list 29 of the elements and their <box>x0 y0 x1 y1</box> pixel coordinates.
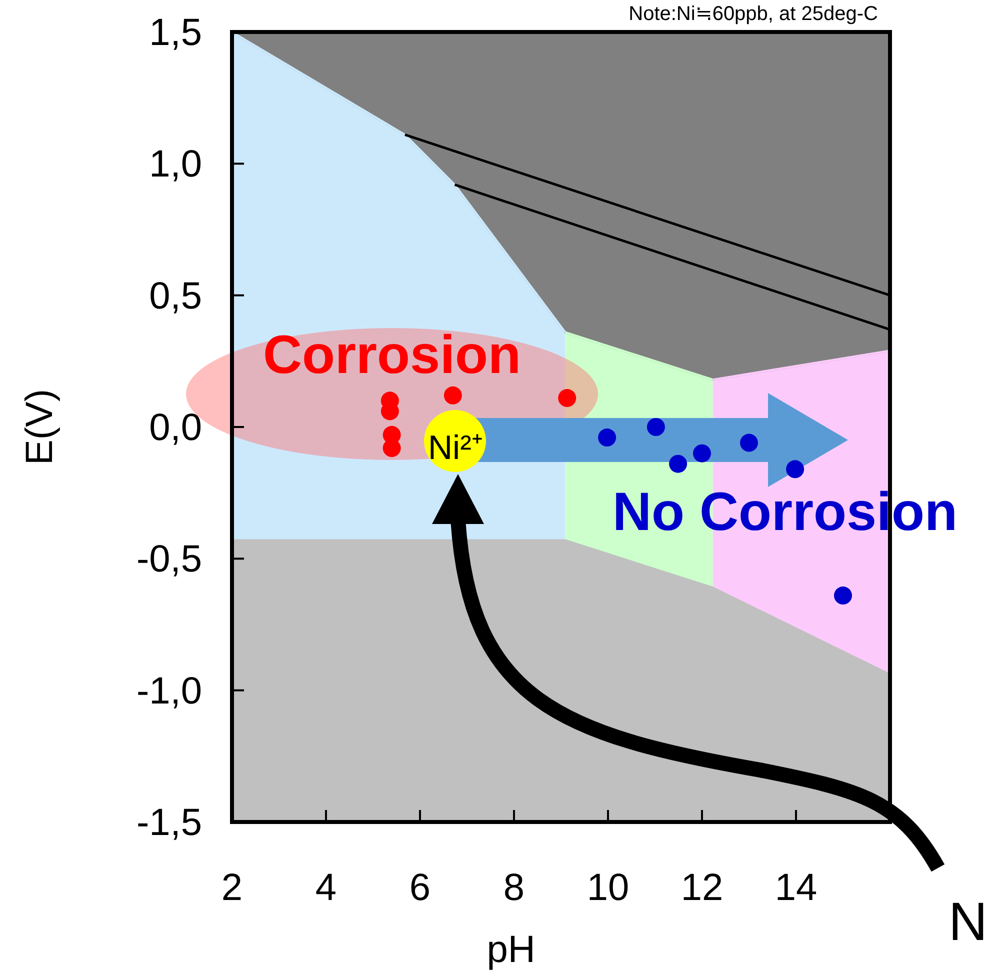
x-tick-label: 8 <box>503 867 525 909</box>
y-tick-label: -1,5 <box>136 802 202 844</box>
x-tick-label: 10 <box>586 867 630 909</box>
point <box>693 444 711 462</box>
point <box>646 418 665 436</box>
annotation: Ni²⁺ <box>428 429 482 467</box>
x-tick-label: 2 <box>221 867 243 909</box>
y-axis-title: E(V) <box>19 389 61 465</box>
x-axis-title: pH <box>486 929 536 971</box>
x-tick-label: 6 <box>409 867 431 909</box>
x-tick-label: 14 <box>774 867 818 909</box>
point <box>598 428 616 447</box>
text: Note:Ni≒60ppb, at 25deg-C <box>628 3 878 25</box>
x-tick-label: 4 <box>315 867 337 909</box>
y-tick-label: 1,0 <box>149 144 202 186</box>
point <box>444 386 462 404</box>
y-tick-label: 1,5 <box>149 12 202 54</box>
annotation: Corrosion <box>262 325 522 385</box>
text: N <box>948 892 988 952</box>
x-tick-label: 12 <box>680 867 724 909</box>
y-tick-label: 0,0 <box>149 407 202 449</box>
point <box>558 389 576 408</box>
point <box>786 460 804 478</box>
point <box>740 434 758 452</box>
y-tick-label: 0,5 <box>149 275 202 318</box>
point <box>669 454 688 473</box>
y-tick-label: -1,0 <box>136 670 202 712</box>
point <box>834 586 852 605</box>
y-tick-label: -0,5 <box>136 538 202 581</box>
